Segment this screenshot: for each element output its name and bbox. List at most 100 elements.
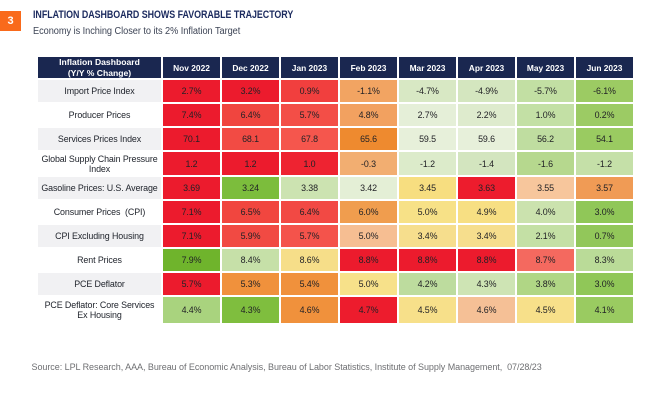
value-cell: 68.1 — [222, 128, 279, 150]
inflation-dashboard-table: Inflation Dashboard (Y/Y % Change) Nov 20… — [36, 55, 635, 325]
column-header-mar-2023: Mar 2023 — [399, 57, 456, 78]
value-cell: 4.6% — [281, 297, 338, 323]
value-cell: 5.9% — [222, 225, 279, 247]
value-cell: 1.0% — [517, 104, 574, 126]
value-cell: 7.9% — [163, 249, 220, 271]
value-cell: 5.7% — [281, 104, 338, 126]
value-cell: 3.4% — [458, 225, 515, 247]
value-cell: 8.7% — [517, 249, 574, 271]
value-cell: 6.4% — [281, 201, 338, 223]
value-cell: 4.1% — [576, 297, 633, 323]
value-cell: -6.1% — [576, 80, 633, 102]
value-cell: 7.4% — [163, 104, 220, 126]
value-cell: 5.7% — [281, 225, 338, 247]
table-row: Consumer Prices (CPI) 7.1% 6.5% 6.4% 6.0% 5.0… — [38, 201, 633, 223]
column-header-nov-2022: Nov 2022 — [163, 57, 220, 78]
table-row: Import Price Index 2.7% 3.2% 0.9% -1.1% -4.7%… — [38, 80, 633, 102]
value-cell: -1.2 — [399, 152, 456, 175]
value-cell: 4.8% — [340, 104, 397, 126]
value-cell: 3.55 — [517, 177, 574, 199]
table-row: Global Supply Chain Pressure Index 1.2 1.2… — [38, 152, 633, 175]
value-cell: -1.1% — [340, 80, 397, 102]
table-row: Producer Prices 7.4% 6.4% 5.7% 4.8% 2.7% 2.2% 1… — [38, 104, 633, 126]
value-cell: 6.5% — [222, 201, 279, 223]
value-cell: 2.1% — [517, 225, 574, 247]
value-cell: 6.4% — [222, 104, 279, 126]
value-cell: 4.3% — [222, 297, 279, 323]
value-cell: 3.24 — [222, 177, 279, 199]
row-label: Consumer Prices (CPI) — [38, 201, 161, 223]
table-row: Services Prices Index 70.1 68.1 67.8 65.6 59.… — [38, 128, 633, 150]
value-cell: 5.3% — [222, 273, 279, 295]
column-header-apr-2023: Apr 2023 — [458, 57, 515, 78]
value-cell: 5.4% — [281, 273, 338, 295]
value-cell: 3.0% — [576, 201, 633, 223]
value-cell: 8.3% — [576, 249, 633, 271]
table-row: Gasoline Prices: U.S. Average 3.69 3.24 3.3… — [38, 177, 633, 199]
value-cell: 6.0% — [340, 201, 397, 223]
value-cell: 2.7% — [399, 104, 456, 126]
table-row: CPI Excluding Housing 7.1% 5.9% 5.7% 5.0% 3.4… — [38, 225, 633, 247]
table-row: PCE Deflator: Core Services Ex Housing 4.… — [38, 297, 633, 323]
value-cell: 5.7% — [163, 273, 220, 295]
value-cell: 70.1 — [163, 128, 220, 150]
value-cell: 5.0% — [340, 225, 397, 247]
value-cell: 3.0% — [576, 273, 633, 295]
value-cell: 4.9% — [458, 201, 515, 223]
page-subtitle: Economy is Inching Closer to its 2% Infl… — [32, 26, 240, 37]
value-cell: 3.63 — [458, 177, 515, 199]
page-title: INFLATION DASHBOARD SHOWS FAVORABLE TRAJ… — [32, 9, 293, 21]
value-cell: -1.6 — [517, 152, 574, 175]
value-cell: 1.0 — [281, 152, 338, 175]
value-cell: 3.45 — [399, 177, 456, 199]
header-row: Inflation Dashboard (Y/Y % Change) Nov 20… — [38, 57, 633, 78]
value-cell: 59.6 — [458, 128, 515, 150]
value-cell: 8.8% — [340, 249, 397, 271]
page-number-badge: 3 — [0, 11, 21, 31]
value-cell: 1.2 — [222, 152, 279, 175]
row-label: Producer Prices — [38, 104, 161, 126]
value-cell: 4.5% — [517, 297, 574, 323]
column-header-feb-2023: Feb 2023 — [340, 57, 397, 78]
value-cell: -5.7% — [517, 80, 574, 102]
value-cell: 67.8 — [281, 128, 338, 150]
value-cell: 7.1% — [163, 201, 220, 223]
value-cell: 8.6% — [281, 249, 338, 271]
value-cell: 2.7% — [163, 80, 220, 102]
value-cell: 59.5 — [399, 128, 456, 150]
row-label: Rent Prices — [38, 249, 161, 271]
column-header-jun-2023: Jun 2023 — [576, 57, 633, 78]
value-cell: 5.0% — [340, 273, 397, 295]
table-title-cell: Inflation Dashboard (Y/Y % Change) — [38, 57, 161, 78]
row-label: Global Supply Chain Pressure Index — [38, 152, 161, 175]
value-cell: 4.7% — [340, 297, 397, 323]
row-label: Services Prices Index — [38, 128, 161, 150]
value-cell: 4.5% — [399, 297, 456, 323]
value-cell: 54.1 — [576, 128, 633, 150]
value-cell: 4.2% — [399, 273, 456, 295]
value-cell: 8.8% — [458, 249, 515, 271]
table-row: PCE Deflator 5.7% 5.3% 5.4% 5.0% 4.2% 4.3% 3.8%… — [38, 273, 633, 295]
table-row: Rent Prices 7.9% 8.4% 8.6% 8.8% 8.8% 8.8% 8.7% 8… — [38, 249, 633, 271]
value-cell: 8.4% — [222, 249, 279, 271]
value-cell: 4.0% — [517, 201, 574, 223]
value-cell: -4.7% — [399, 80, 456, 102]
value-cell: 8.8% — [399, 249, 456, 271]
value-cell: 5.0% — [399, 201, 456, 223]
value-cell: 4.6% — [458, 297, 515, 323]
row-label: CPI Excluding Housing — [38, 225, 161, 247]
value-cell: 2.2% — [458, 104, 515, 126]
value-cell: 4.3% — [458, 273, 515, 295]
value-cell: 7.1% — [163, 225, 220, 247]
value-cell: 3.69 — [163, 177, 220, 199]
value-cell: 4.4% — [163, 297, 220, 323]
source-note: Source: LPL Research, AAA, Bureau of Eco… — [31, 361, 542, 372]
row-label: Gasoline Prices: U.S. Average — [38, 177, 161, 199]
value-cell: 0.9% — [281, 80, 338, 102]
value-cell: 0.2% — [576, 104, 633, 126]
value-cell: -1.4 — [458, 152, 515, 175]
value-cell: 3.57 — [576, 177, 633, 199]
value-cell: -1.2 — [576, 152, 633, 175]
value-cell: 3.38 — [281, 177, 338, 199]
